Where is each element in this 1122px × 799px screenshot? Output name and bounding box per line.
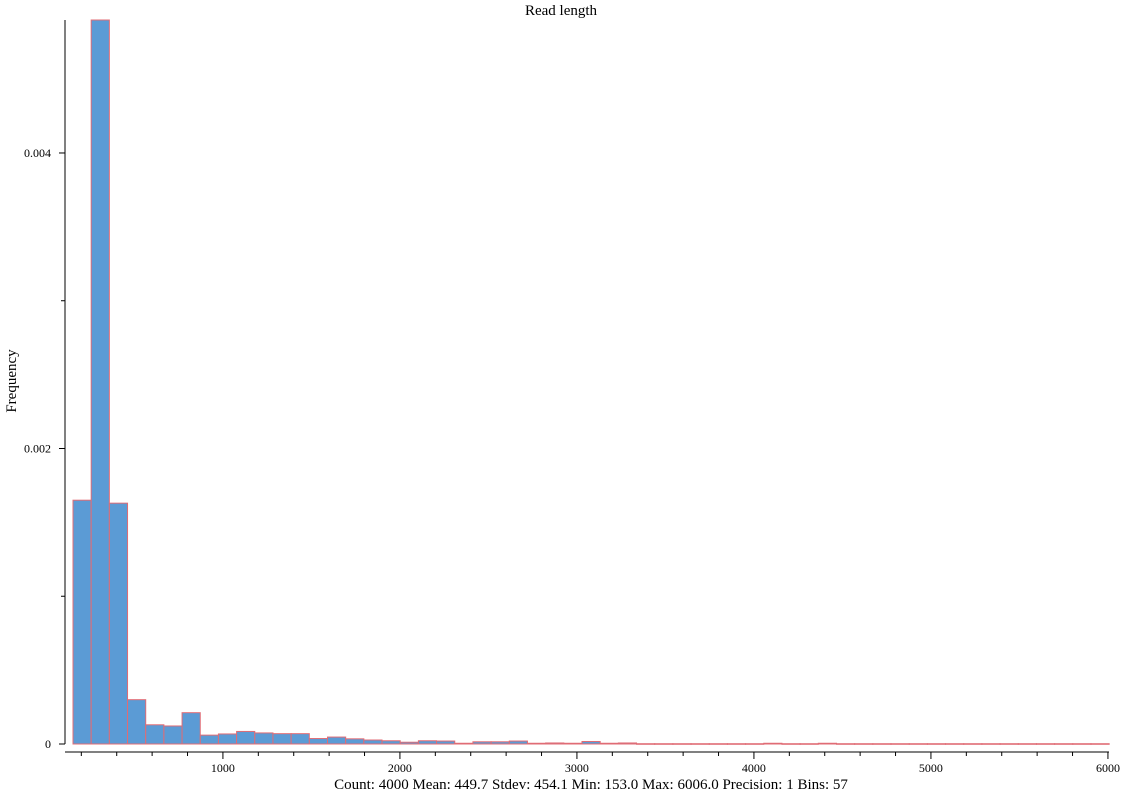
- histogram-bar: [708, 743, 728, 745]
- histogram-bar: [236, 730, 256, 745]
- histogram-bar: [399, 741, 419, 745]
- histogram-bar: [963, 743, 983, 745]
- histogram-bar: [545, 742, 565, 745]
- histogram-bar: [217, 733, 238, 745]
- histogram-bar: [726, 743, 747, 745]
- histogram-bar: [926, 743, 947, 745]
- histogram-bar: [581, 740, 601, 745]
- x-tick-label: 2000: [388, 761, 412, 775]
- histogram-bars: [72, 19, 1110, 745]
- histogram-bar: [90, 19, 110, 745]
- histogram-bar: [854, 743, 874, 745]
- histogram-bar: [872, 743, 892, 745]
- histogram-bar: [636, 743, 656, 745]
- x-axis-label: Count: 4000 Mean: 449.7 Stdev: 454.1 Min…: [334, 777, 848, 793]
- histogram-bar: [654, 743, 674, 745]
- x-tick-label: 6000: [1096, 761, 1120, 775]
- histogram-bar: [563, 742, 583, 745]
- histogram-bar: [599, 742, 619, 745]
- histogram-bar: [308, 738, 329, 745]
- histogram-bar: [417, 740, 438, 745]
- y-axis-label: Frequency: [4, 349, 20, 413]
- histogram-bar: [72, 499, 92, 745]
- histogram-bar: [908, 743, 928, 745]
- histogram-bar: [508, 740, 528, 745]
- histogram-bar: [472, 741, 492, 745]
- histogram-bar: [835, 743, 856, 745]
- histogram-bar: [1054, 743, 1074, 745]
- histogram-bar: [526, 742, 547, 745]
- histogram-bar: [799, 743, 819, 745]
- x-tick-label: 4000: [742, 761, 766, 775]
- histogram-bar: [490, 741, 510, 745]
- histogram-bar: [181, 712, 201, 745]
- y-tick-label: 0: [45, 737, 51, 751]
- histogram-bar: [999, 743, 1019, 745]
- histogram-bar: [1072, 743, 1092, 745]
- x-tick-label: 3000: [565, 761, 589, 775]
- y-tick-label: 0.004: [24, 146, 51, 160]
- histogram-bar: [817, 742, 837, 745]
- histogram-bar: [163, 725, 183, 745]
- histogram-bar: [672, 743, 692, 745]
- histogram-bar: [981, 743, 1001, 745]
- histogram-bar: [454, 742, 474, 745]
- histogram-bar: [1090, 743, 1110, 745]
- histogram-bar: [108, 502, 129, 745]
- histogram-bar: [272, 733, 292, 745]
- chart-title: Read length: [525, 3, 598, 19]
- histogram-bar: [617, 742, 638, 745]
- x-tick-label: 5000: [919, 761, 943, 775]
- histogram-bar: [945, 743, 965, 745]
- histogram-bar: [327, 736, 347, 745]
- histogram-bar: [745, 743, 765, 745]
- histogram-bar: [199, 734, 219, 745]
- histogram-bar: [345, 738, 365, 745]
- histogram-bar: [381, 740, 401, 745]
- y-tick-label: 0.002: [24, 441, 51, 455]
- histogram-bar: [781, 743, 801, 745]
- x-axis: 1000 2000 3000 4000 5000 6000: [65, 751, 1120, 775]
- histogram-bar: [145, 724, 165, 745]
- histogram-bar: [763, 742, 783, 745]
- histogram-bar: [690, 743, 710, 745]
- histogram-bar: [436, 740, 456, 745]
- histogram-bar: [127, 699, 147, 745]
- histogram-bar: [890, 743, 910, 745]
- histogram-bar: [290, 733, 310, 745]
- histogram-bar: [254, 732, 274, 745]
- x-tick-label: 1000: [211, 761, 235, 775]
- y-axis: 0 0.002 0.004: [24, 20, 66, 751]
- histogram-bar: [363, 739, 383, 745]
- histogram-bar: [1035, 743, 1056, 745]
- histogram-bar: [1017, 743, 1037, 745]
